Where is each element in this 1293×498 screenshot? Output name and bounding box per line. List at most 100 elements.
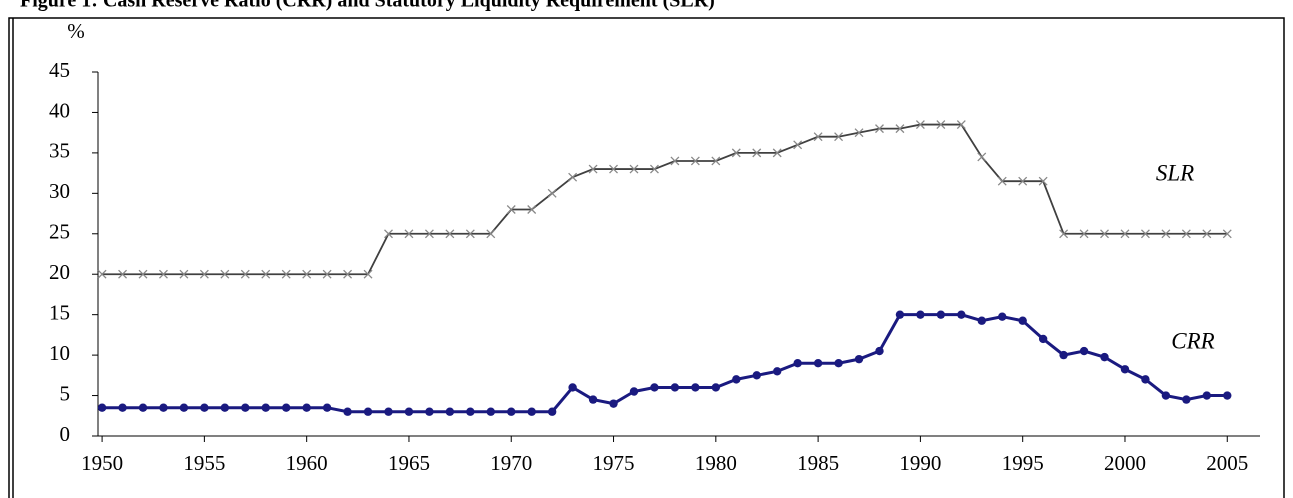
y-tick-label: 0: [60, 422, 71, 446]
data-point: [507, 407, 516, 416]
data-point: [875, 346, 884, 356]
data-point: [220, 269, 230, 279]
data-point: [425, 407, 434, 416]
data-point: [179, 269, 189, 279]
data-point: [445, 407, 455, 416]
data-point: [343, 269, 353, 279]
data-point: [1059, 350, 1068, 360]
chart-title: Figure 1: Cash Reserve Ratio (CRR) and S…: [20, 0, 715, 12]
data-point: [629, 387, 639, 396]
data-point: [854, 354, 864, 364]
data-point: [650, 383, 659, 392]
y-tick-label: 15: [49, 300, 70, 324]
data-point: [731, 148, 741, 158]
data-point: [732, 375, 741, 384]
data-point: [588, 164, 598, 174]
data-point: [772, 148, 782, 158]
data-point: [1100, 352, 1109, 362]
data-point: [138, 403, 148, 412]
data-point: [241, 403, 250, 412]
data-point: [998, 312, 1007, 321]
data-point: [547, 188, 557, 198]
data-point: [384, 407, 393, 416]
data-point: [486, 407, 495, 416]
data-point: [1079, 229, 1089, 239]
data-point: [281, 269, 291, 279]
data-point: [895, 124, 905, 134]
data-point: [322, 269, 332, 279]
data-point: [97, 269, 107, 279]
data-point: [895, 310, 905, 319]
y-axis-label: %: [67, 19, 85, 43]
data-point: [1018, 316, 1027, 325]
data-point: [690, 156, 700, 166]
x-tick-label: 1960: [286, 451, 328, 475]
y-tick-label: 45: [49, 58, 70, 82]
x-tick-label: 1980: [695, 451, 737, 475]
data-point: [384, 229, 393, 239]
data-point: [363, 407, 373, 416]
data-point: [322, 403, 332, 412]
data-point: [834, 359, 843, 368]
data-point: [691, 383, 700, 392]
data-point: [424, 229, 434, 239]
data-point: [915, 120, 925, 130]
data-point: [527, 205, 537, 214]
x-tick-label: 1950: [81, 451, 123, 475]
data-point: [138, 269, 148, 279]
data-point: [200, 403, 209, 412]
data-point: [1182, 395, 1191, 404]
data-point: [118, 403, 127, 412]
data-point: [752, 371, 761, 380]
data-point: [629, 164, 639, 174]
data-point: [813, 132, 823, 142]
data-point: [956, 120, 966, 130]
data-point: [1161, 391, 1171, 400]
frame: [8, 17, 1285, 498]
data-point: [282, 403, 291, 412]
data-point: [1161, 229, 1171, 239]
x-tick-label: 2005: [1206, 451, 1248, 475]
data-point: [1120, 229, 1130, 239]
data-point: [159, 269, 168, 279]
x-tick-label: 2000: [1104, 451, 1146, 475]
data-point: [670, 383, 680, 392]
x-tick-label: 1990: [899, 451, 941, 475]
data-point: [343, 407, 352, 416]
data-point: [220, 403, 230, 412]
y-tick-label: 10: [49, 341, 70, 365]
data-point: [609, 164, 618, 174]
y-tick-label: 20: [49, 260, 70, 284]
data-point: [179, 403, 189, 412]
y-tick-label: 40: [49, 98, 70, 122]
data-point: [261, 269, 271, 279]
data-point: [977, 316, 986, 325]
data-point: [957, 310, 966, 319]
data-point: [936, 120, 946, 130]
x-tick-label: 1975: [593, 451, 635, 475]
data-point: [1018, 176, 1028, 186]
series-label: SLR: [1156, 160, 1194, 185]
data-point: [466, 407, 475, 416]
data-point: [568, 383, 577, 392]
data-point: [404, 407, 414, 416]
data-point: [1141, 375, 1150, 384]
data-point: [465, 229, 475, 239]
data-point: [1222, 229, 1232, 239]
y-tick-label: 5: [60, 381, 71, 405]
data-point: [977, 152, 987, 162]
data-point: [1100, 229, 1109, 239]
data-point: [1120, 365, 1130, 374]
data-point: [1038, 334, 1048, 344]
x-tick-label: 1985: [797, 451, 839, 475]
y-tick-label: 30: [49, 179, 70, 203]
data-point: [854, 128, 864, 138]
data-point: [1181, 229, 1191, 239]
data-point: [711, 156, 721, 166]
series-label: CRR: [1171, 328, 1214, 353]
data-point: [240, 269, 250, 279]
data-point: [363, 269, 373, 279]
data-point: [793, 140, 803, 150]
data-point: [711, 383, 721, 392]
